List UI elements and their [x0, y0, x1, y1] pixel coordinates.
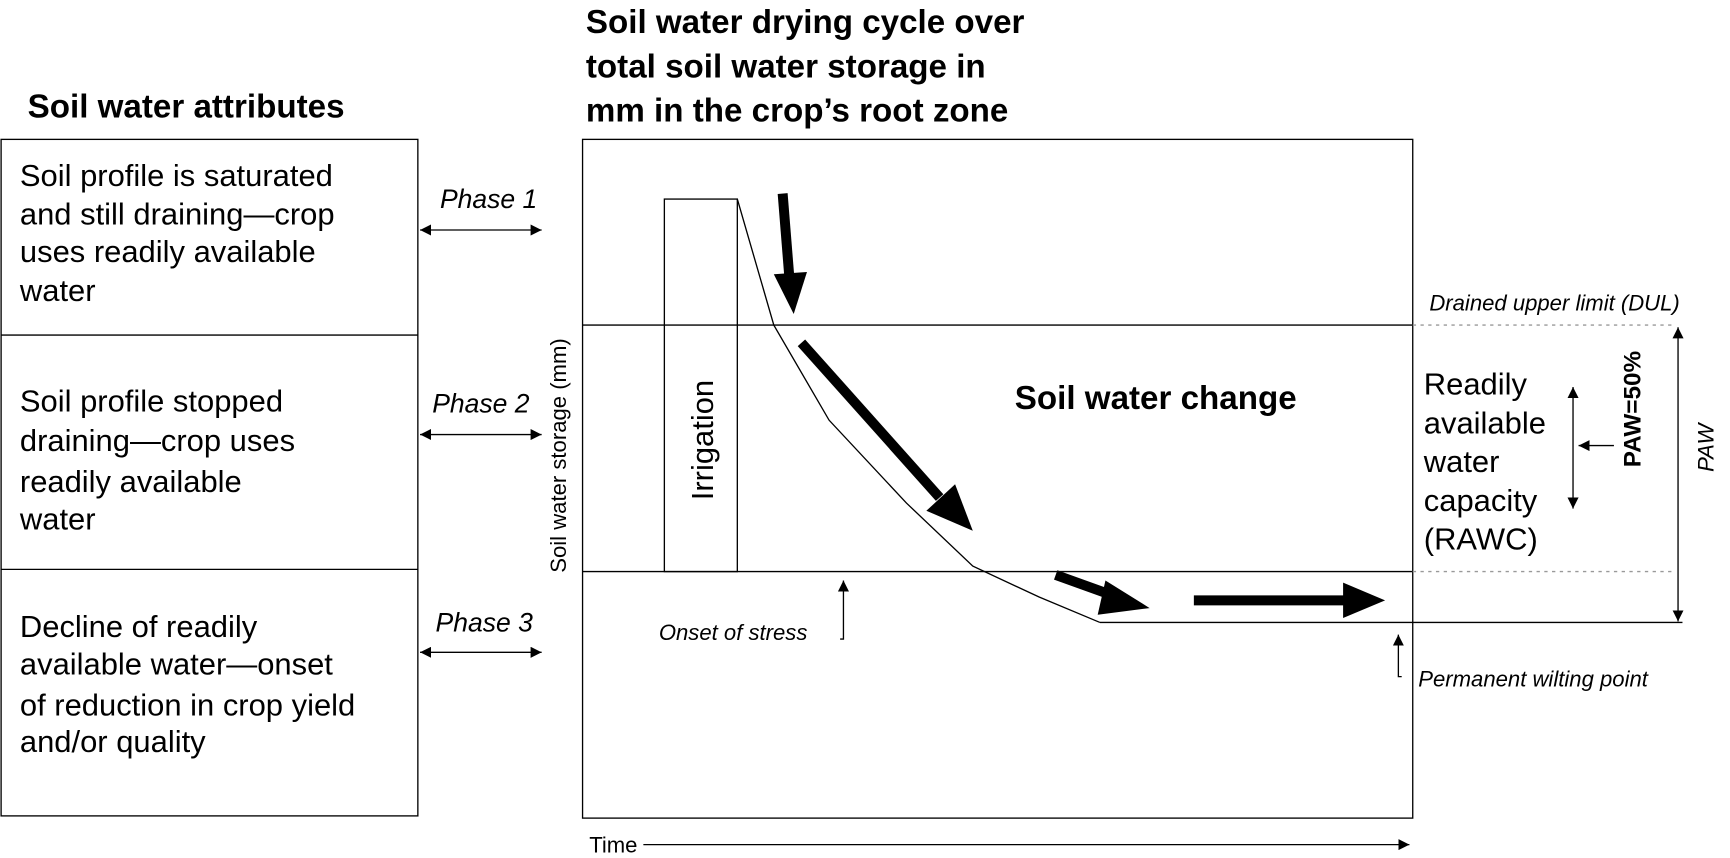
- box-line: Soil profile stopped: [20, 383, 283, 418]
- onset-label: Onset of stress: [659, 620, 808, 645]
- drying-curve: [736, 198, 1101, 624]
- irrigation-bar: [663, 198, 738, 573]
- box-line: water: [19, 502, 96, 537]
- box-2: Soil profile stopped draining—crop uses …: [19, 383, 295, 536]
- attributes-box: [0, 138, 419, 817]
- paw50-label: PAW=50%: [1619, 351, 1646, 467]
- rawc-label: Readily available water capacity (RAWC): [1423, 367, 1546, 557]
- box-line: available water—onset: [20, 646, 333, 681]
- box-line: draining—crop uses: [20, 423, 295, 458]
- box-line: uses readily available: [20, 234, 316, 269]
- arrow-head: [773, 272, 807, 315]
- phase-label: Phase 1: [440, 184, 537, 214]
- y-axis-label: Soil water storage (mm): [546, 338, 571, 573]
- diagram-title: mm in the crop’s root zone: [586, 93, 1008, 130]
- rawc-line: available: [1424, 405, 1546, 440]
- box-line: and still draining—crop: [20, 196, 335, 231]
- arrow-head: [926, 484, 973, 531]
- flow-arrow: [1054, 570, 1113, 600]
- flow-arrow: [797, 339, 944, 501]
- arrow-head: [1097, 580, 1150, 615]
- rawc-line: water: [1423, 444, 1500, 479]
- box-line: Soil profile is saturated: [20, 158, 333, 193]
- box-line: of reduction in crop yield: [20, 687, 355, 722]
- flow-arrows: [773, 193, 1386, 619]
- rawc-line: Readily: [1424, 367, 1528, 402]
- attributes-title: Soil water attributes: [28, 88, 345, 125]
- pwp-label: Permanent wilting point: [1418, 667, 1649, 692]
- frame: [581, 138, 1414, 819]
- arrow-head: [1343, 582, 1386, 619]
- diagram-title: Soil water drying cycle over: [586, 4, 1025, 41]
- box-line: water: [19, 273, 96, 308]
- irrigation-label: Irrigation: [685, 380, 720, 500]
- x-axis-label: Time: [589, 832, 637, 857]
- box-line: Decline of readily: [20, 609, 258, 644]
- rawc-line: capacity: [1424, 483, 1538, 518]
- box-3: Decline of readily available water—onset…: [20, 609, 355, 759]
- center-label: Soil water change: [1015, 380, 1297, 417]
- phase-label: Phase 2: [432, 388, 530, 418]
- onset-arrow: [837, 580, 849, 640]
- pwp-arrow: [1392, 634, 1404, 678]
- diagram-title: total soil water storage in: [586, 48, 986, 85]
- box-1: Soil profile is saturated and still drai…: [19, 158, 335, 308]
- paw-label: PAW: [1693, 422, 1718, 472]
- box-line: and/or quality: [20, 724, 206, 759]
- dul-label: Drained upper limit (DUL): [1429, 291, 1679, 316]
- phase-label: Phase 3: [436, 607, 534, 637]
- rawc-line: (RAWC): [1424, 521, 1538, 556]
- box-line: readily available: [20, 464, 242, 499]
- flow-arrow: [777, 193, 795, 277]
